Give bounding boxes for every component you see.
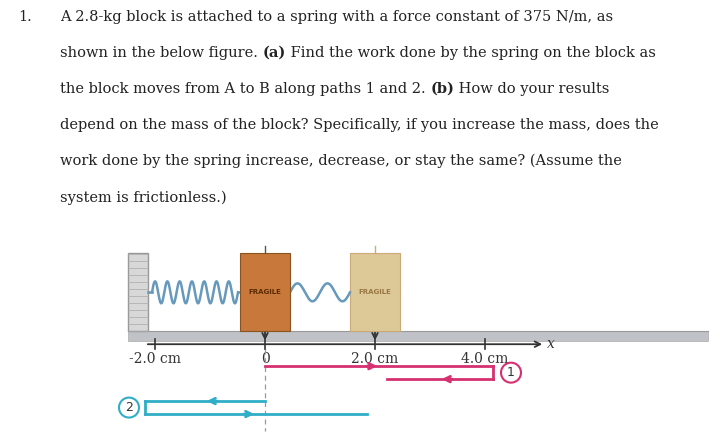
Text: FRAGILE: FRAGILE	[248, 289, 282, 295]
Circle shape	[501, 363, 521, 383]
Circle shape	[119, 398, 139, 418]
Text: FRAGILE: FRAGILE	[359, 289, 392, 295]
Text: 1: 1	[507, 366, 515, 379]
Text: shown in the below figure.: shown in the below figure.	[60, 46, 263, 60]
Text: 2: 2	[125, 401, 133, 414]
Text: 2.0 cm: 2.0 cm	[351, 352, 399, 366]
Bar	[128, 331, 708, 341]
Text: A: A	[259, 311, 271, 325]
Text: (b): (b)	[431, 82, 454, 96]
Text: -2.0 cm: -2.0 cm	[129, 352, 181, 366]
Bar	[128, 254, 148, 331]
Text: 4.0 cm: 4.0 cm	[462, 352, 509, 366]
Text: depend on the mass of the block? Specifically, if you increase the mass, does th: depend on the mass of the block? Specifi…	[60, 118, 659, 132]
Text: (a): (a)	[263, 46, 286, 60]
Bar	[350, 254, 400, 331]
Text: B: B	[369, 311, 381, 325]
Text: 0: 0	[261, 352, 269, 366]
Bar	[240, 254, 290, 331]
Text: Find the work done by the spring on the block as: Find the work done by the spring on the …	[286, 46, 656, 60]
Text: How do your results: How do your results	[454, 82, 610, 96]
Text: system is frictionless.): system is frictionless.)	[60, 190, 227, 205]
Text: the block moves from A to B along paths 1 and 2.: the block moves from A to B along paths …	[60, 82, 431, 96]
Text: 1.: 1.	[18, 10, 32, 24]
Text: A 2.8-kg block is attached to a spring with a force constant of 375 N/m, as: A 2.8-kg block is attached to a spring w…	[60, 10, 613, 24]
Text: work done by the spring increase, decrease, or stay the same? (Assume the: work done by the spring increase, decrea…	[60, 154, 622, 168]
Text: x: x	[547, 337, 555, 351]
